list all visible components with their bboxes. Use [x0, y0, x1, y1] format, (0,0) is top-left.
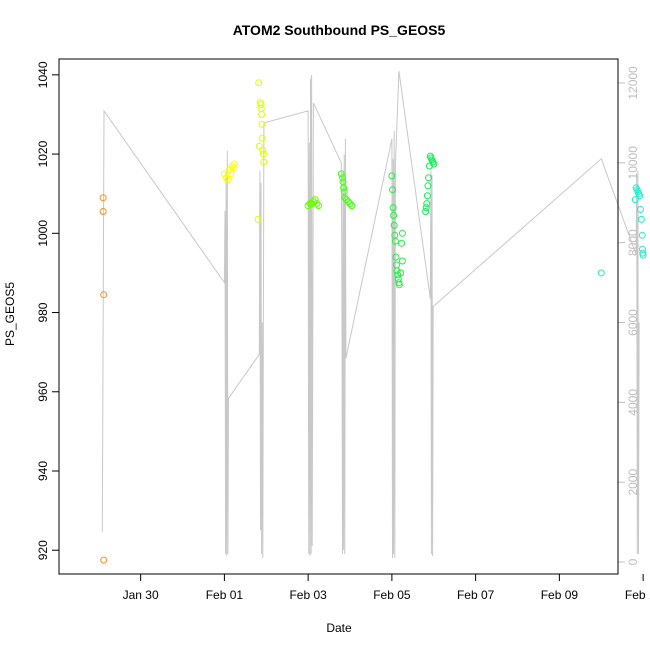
data-point-18 — [258, 134, 266, 142]
data-point-5 — [222, 174, 230, 182]
data-point-77 — [631, 196, 639, 204]
data-point-24 — [304, 202, 312, 210]
data-point-80 — [638, 231, 646, 239]
data-point-64 — [425, 162, 433, 170]
data-point-55 — [398, 229, 406, 237]
y-tick-label-0: 920 — [36, 540, 50, 560]
data-point-67 — [423, 192, 431, 200]
data-point-22 — [260, 158, 268, 166]
data-point-57 — [398, 257, 406, 265]
data-point-39 — [346, 200, 354, 208]
y-tick-label-2: 960 — [36, 381, 50, 401]
y-tick-label-5: 1020 — [36, 140, 50, 167]
data-point-40 — [348, 202, 356, 210]
data-point-10 — [229, 164, 237, 172]
y2-tick-label-4: 8000 — [626, 229, 640, 256]
data-point-19 — [255, 142, 263, 150]
data-point-58 — [397, 269, 405, 277]
data-point-42 — [389, 186, 396, 194]
y-tick-label-3: 980 — [36, 302, 50, 322]
x-tick-label-5: Feb 09 — [541, 588, 579, 602]
data-point-38 — [344, 198, 352, 206]
data-point-31 — [337, 170, 345, 178]
data-point-54 — [395, 281, 403, 289]
data-point-63 — [430, 160, 438, 168]
plot-frame — [58, 58, 619, 575]
data-point-69 — [422, 204, 430, 212]
data-point-12 — [255, 79, 263, 87]
y-tick-label-4: 1000 — [36, 220, 50, 247]
data-point-56 — [398, 239, 405, 247]
data-point-20 — [259, 146, 267, 154]
data-point-47 — [391, 237, 399, 245]
data-point-28 — [311, 196, 319, 204]
y-tick-label-1: 940 — [36, 461, 50, 481]
y2-tick-label-1: 2000 — [626, 469, 640, 496]
y2-tick-label-3: 6000 — [626, 309, 640, 336]
data-point-76 — [636, 192, 644, 200]
x-tick-label-6: Feb 11 — [625, 588, 650, 602]
x-axis-label: Date — [326, 621, 352, 635]
x-tick-label-0: Jan 30 — [123, 588, 159, 602]
x-tick-label-2: Feb 03 — [289, 588, 327, 602]
data-point-66 — [424, 182, 432, 190]
data-point-70 — [422, 208, 430, 215]
x-tick-label-4: Feb 07 — [457, 588, 495, 602]
data-point-41 — [388, 172, 396, 180]
data-point-21 — [259, 150, 267, 158]
data-point-11 — [230, 160, 238, 168]
y2-tick-label-0: 0 — [626, 558, 640, 565]
data-point-1 — [99, 208, 107, 215]
data-point-44 — [390, 212, 398, 219]
data-point-37 — [343, 196, 350, 204]
data-point-78 — [637, 206, 644, 213]
data-point-2 — [100, 291, 108, 299]
y-tick-label-6: 1040 — [36, 61, 50, 88]
data-point-45 — [390, 221, 398, 229]
data-point-50 — [393, 267, 401, 275]
data-point-6 — [224, 176, 232, 184]
data-point-83 — [639, 251, 647, 259]
data-point-34 — [340, 184, 348, 192]
y2-tick-label-5: 10000 — [626, 146, 640, 180]
data-point-27 — [309, 198, 317, 206]
data-point-14 — [257, 101, 265, 109]
data-point-32 — [339, 174, 346, 182]
data-point-23 — [254, 215, 262, 223]
y2-tick-label-6: 12000 — [626, 66, 640, 100]
data-point-43 — [389, 204, 397, 212]
data-point-17 — [258, 120, 266, 128]
data-point-68 — [423, 200, 431, 208]
data-point-16 — [258, 111, 266, 118]
y2-tick-label-2: 4000 — [626, 389, 640, 416]
data-point-79 — [637, 215, 645, 223]
data-point-30 — [315, 202, 323, 210]
data-point-29 — [313, 200, 321, 208]
data-point-8 — [227, 170, 235, 178]
plot-area: Jan 30 Feb 01 Feb 03 Feb 05 Feb 07 Feb 09 Feb … — [36, 61, 650, 602]
data-point-36 — [341, 194, 349, 202]
data-point-3 — [100, 556, 108, 564]
chart-title: ATOM2 Southbound PS_GEOS5 — [233, 22, 446, 38]
data-point-0 — [99, 194, 107, 202]
y-axis-label: PS_GEOS5 — [3, 282, 17, 346]
data-point-26 — [308, 200, 316, 208]
altitude-line — [101, 70, 640, 559]
data-point-48 — [392, 253, 400, 261]
data-point-71 — [597, 269, 605, 277]
x-tick-label-1: Feb 01 — [206, 588, 244, 602]
x-tick-label-3: Feb 05 — [373, 588, 411, 602]
data-point-65 — [425, 174, 432, 182]
